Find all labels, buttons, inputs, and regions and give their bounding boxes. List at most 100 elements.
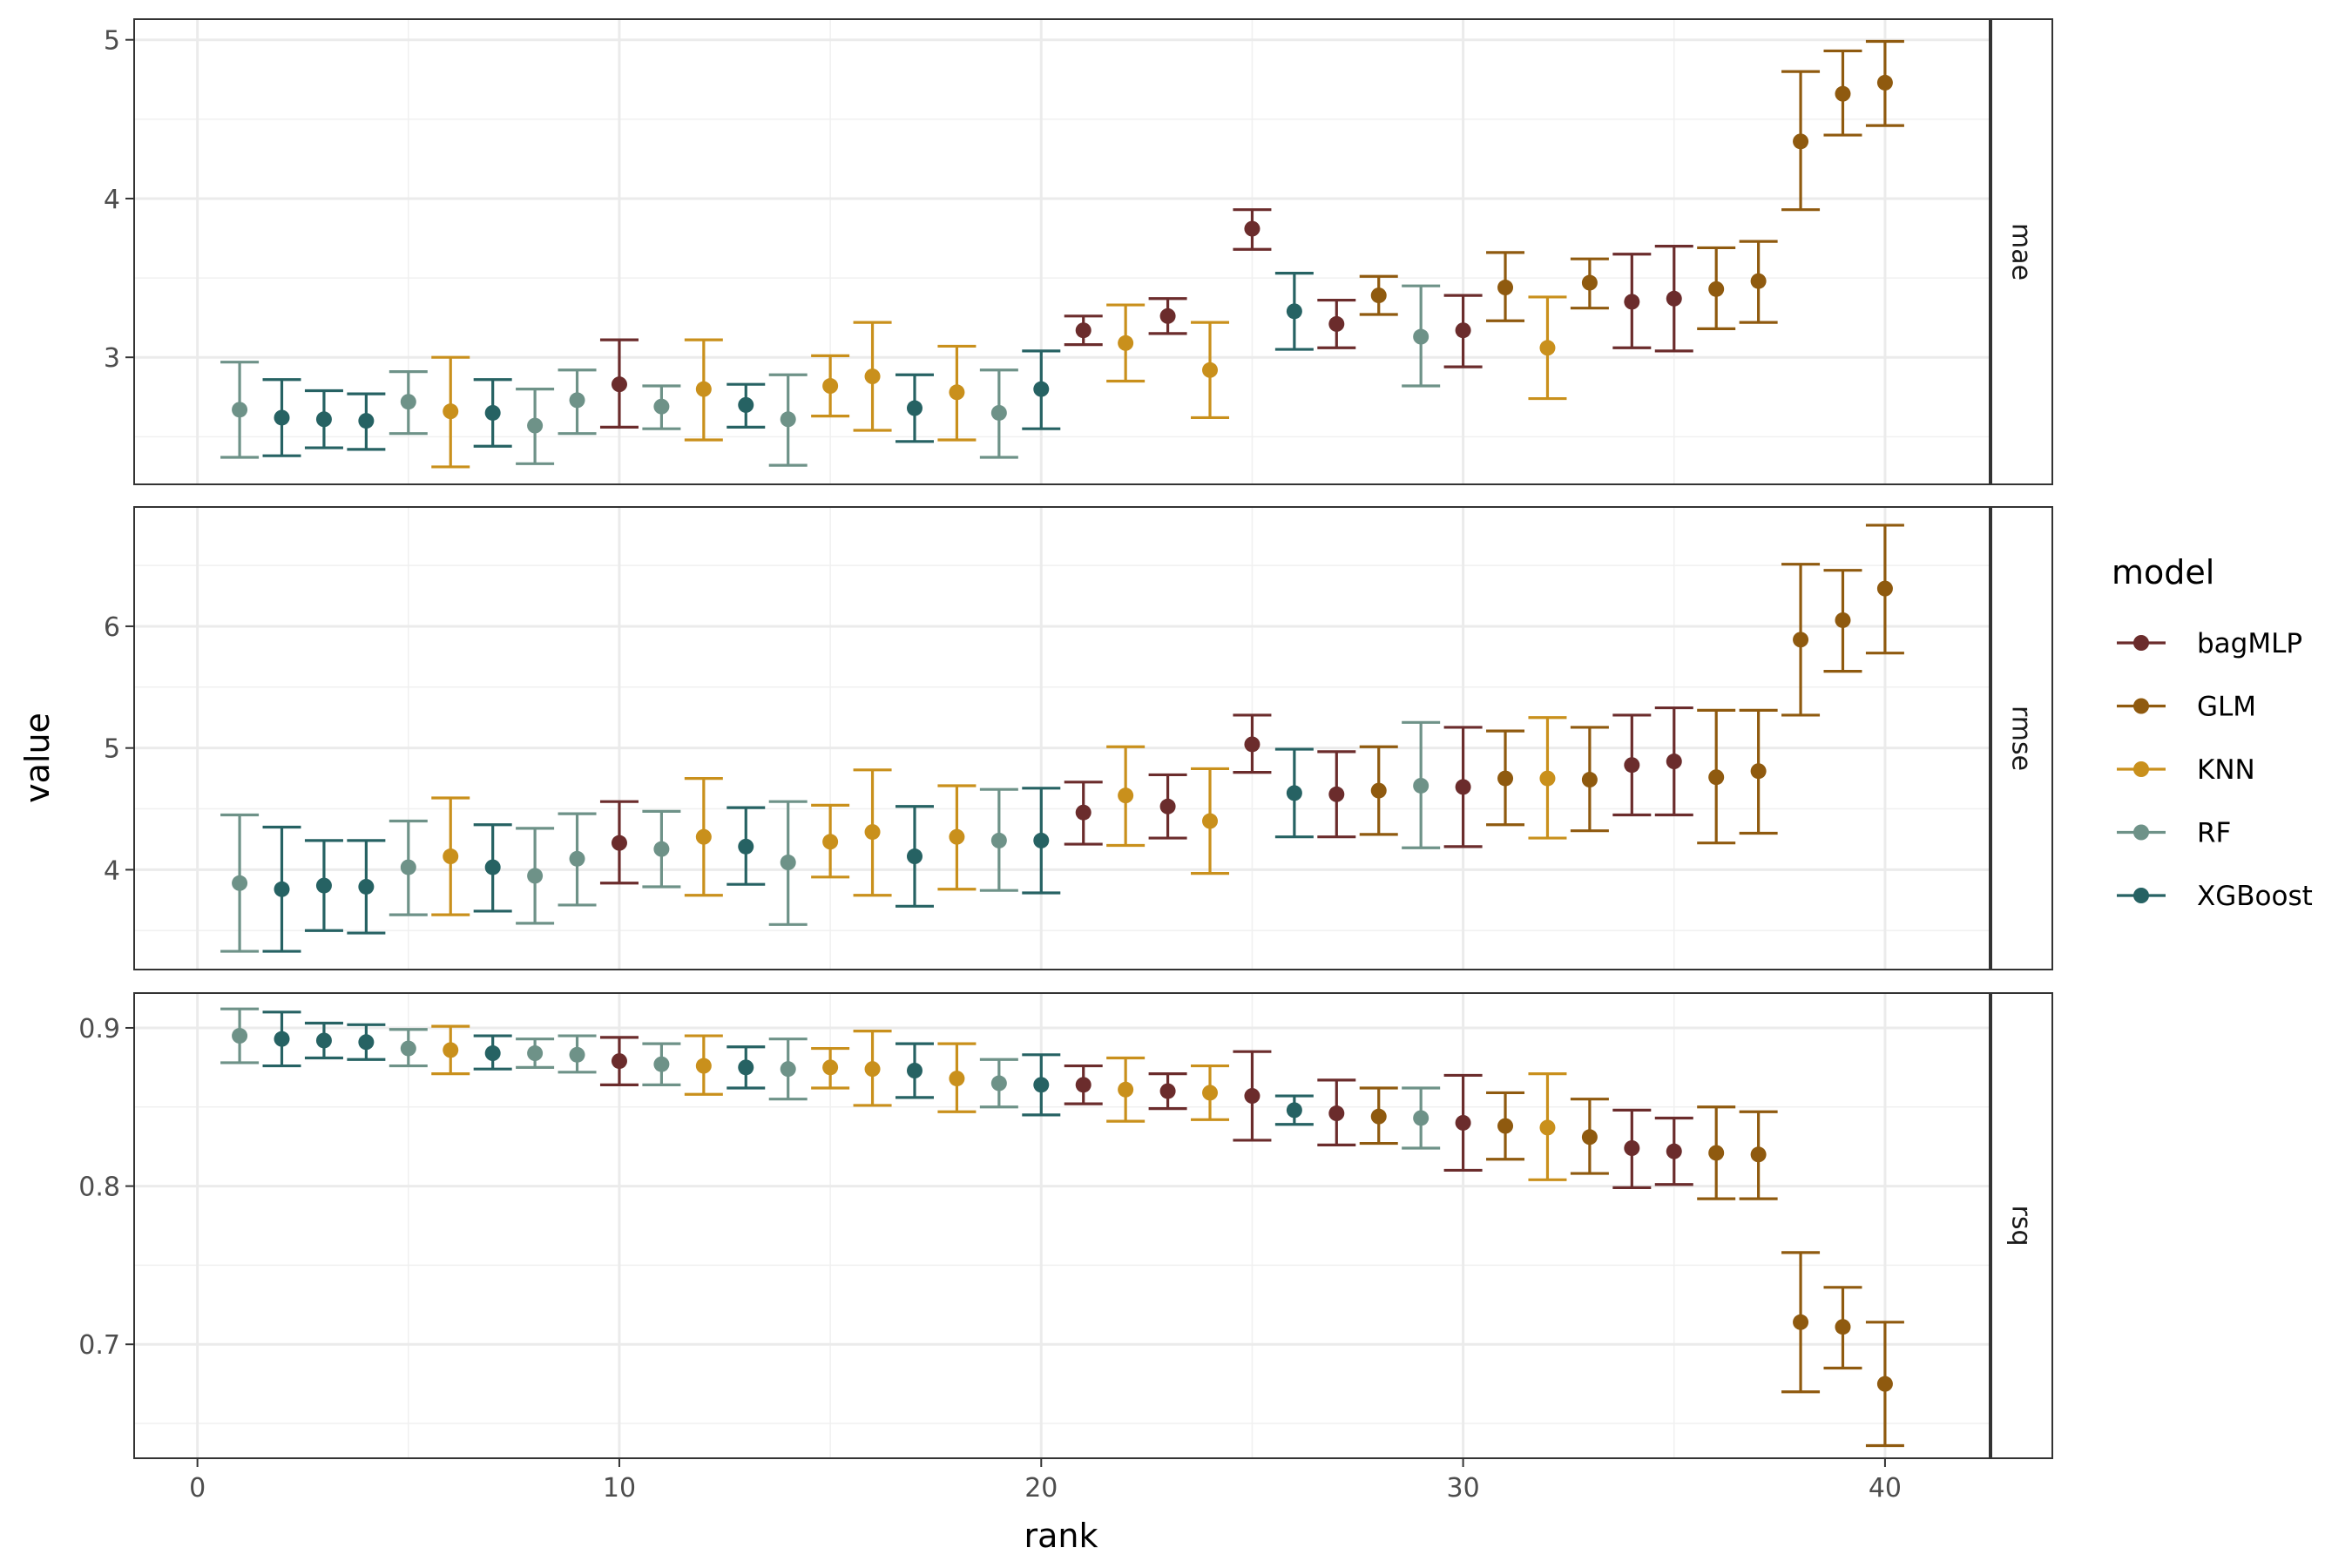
pointrange-rsq-rank-4 [347, 1023, 386, 1061]
legend-label: KNN [2197, 754, 2255, 786]
pointrange-mae-rank-24 [1191, 321, 1230, 420]
pointrange-rmse-rank-6 [431, 796, 470, 916]
mean-point [1075, 804, 1092, 821]
mean-point [1497, 1118, 1514, 1134]
pointrange-rsq-rank-29 [1402, 1086, 1441, 1150]
mean-point [695, 1058, 712, 1074]
pointrange-mae-rank-40 [1865, 39, 1904, 127]
facet-strip-label-rsq: rsq [2006, 1205, 2037, 1246]
mean-point [1624, 1140, 1640, 1156]
mean-point [232, 1028, 248, 1044]
mean-point [1497, 770, 1514, 787]
pointrange-rsq-rank-3 [304, 1021, 343, 1060]
pointrange-rmse-rank-34 [1612, 713, 1652, 817]
legend-item-GLM: GLM [2117, 692, 2256, 723]
pointrange-rsq-rank-16 [853, 1029, 892, 1107]
mean-point [1244, 736, 1260, 753]
pointrange-rsq-rank-21 [1064, 1064, 1103, 1105]
mean-point [1370, 287, 1387, 304]
mean-point [358, 413, 375, 429]
pointrange-rsq-rank-7 [473, 1034, 512, 1071]
pointrange-rsq-rank-17 [895, 1042, 934, 1099]
pointrange-mae-rank-35 [1654, 245, 1693, 353]
mean-point [695, 828, 712, 845]
pointrange-mae-rank-38 [1781, 70, 1821, 212]
mean-point [1455, 1114, 1471, 1131]
mean-point [400, 394, 416, 410]
mean-point [906, 1063, 923, 1078]
mean-point [1370, 1108, 1387, 1125]
pointrange-rmse-rank-39 [1823, 569, 1862, 673]
mean-point [990, 1075, 1007, 1092]
pointrange-rmse-rank-10 [599, 800, 639, 885]
facet-strip [1990, 992, 2053, 1459]
pointrange-rsq-rank-13 [727, 1045, 766, 1090]
mean-point [611, 1053, 627, 1070]
facet-panel-rsq: 0.7 0.8 0.9 rsq [78, 992, 2053, 1459]
mean-point [695, 381, 712, 397]
mean-point [990, 832, 1007, 848]
pointrange-mae-rank-28 [1359, 274, 1398, 316]
pointrange-rsq-rank-37 [1739, 1110, 1778, 1200]
pointrange-rmse-rank-11 [642, 809, 681, 889]
pointrange-mae-rank-26 [1274, 272, 1314, 351]
pointrange-rsq-rank-38 [1781, 1251, 1821, 1394]
mean-point [611, 376, 627, 393]
mean-point [1539, 340, 1556, 356]
mean-point [1159, 798, 1176, 814]
pointrange-rmse-rank-12 [684, 777, 723, 897]
pointrange-rmse-rank-14 [768, 800, 808, 926]
pointrange-rmse-rank-26 [1274, 747, 1314, 839]
mean-point [738, 396, 754, 413]
pointrange-rsq-rank-40 [1865, 1321, 1904, 1448]
mean-point [274, 409, 290, 426]
mean-point [1118, 1081, 1134, 1098]
pointrange-rsq-rank-9 [558, 1034, 597, 1074]
pointrange-rmse-rank-31 [1486, 729, 1525, 827]
pointrange-mae-rank-33 [1570, 257, 1609, 310]
pointrange-rmse-rank-21 [1064, 781, 1103, 846]
mean-point [1624, 757, 1640, 774]
pointrange-mae-rank-16 [853, 321, 892, 432]
pointrange-mae-rank-31 [1486, 251, 1525, 322]
mean-point [653, 398, 670, 415]
facet-panel-mae: 3 4 5 mae [104, 18, 2053, 485]
pointrange-rmse-rank-5 [389, 819, 428, 916]
mean-point [1624, 294, 1640, 310]
pointrange-rmse-rank-38 [1781, 563, 1821, 717]
mean-point [527, 417, 544, 434]
mean-point [527, 868, 544, 884]
mean-point [822, 378, 839, 395]
mean-point [1876, 74, 1893, 91]
y-tick-label: 3 [104, 343, 120, 374]
mean-point [484, 1045, 501, 1062]
facet-panel-rmse: 4 5 6 rmse [104, 506, 2053, 970]
y-tick-label: 4 [104, 855, 120, 886]
pointrange-rmse-rank-36 [1697, 708, 1736, 845]
pointrange-rmse-rank-23 [1148, 773, 1187, 840]
pointrange-mae-rank-37 [1739, 240, 1778, 324]
mean-point [358, 1034, 375, 1051]
pointrange-mae-rank-7 [473, 378, 512, 448]
mean-point [1202, 362, 1219, 378]
pointrange-rmse-rank-20 [1022, 787, 1061, 895]
y-tick-label: 4 [104, 185, 120, 215]
facet-strip-label-mae: mae [2006, 223, 2037, 280]
x-tick-label: 0 [189, 1473, 206, 1504]
mean-point [484, 859, 501, 875]
pointrange-rmse-rank-17 [895, 805, 934, 908]
mean-point [1033, 381, 1050, 397]
pointrange-rmse-rank-16 [853, 768, 892, 897]
mean-point [1202, 813, 1219, 829]
pointrange-mae-rank-25 [1233, 208, 1272, 251]
mean-point [1286, 1102, 1302, 1119]
mean-point [1413, 777, 1429, 794]
legend-label: GLM [2197, 692, 2256, 723]
mean-point [1075, 1077, 1092, 1093]
mean-point [400, 859, 416, 875]
pointrange-mae-rank-29 [1402, 284, 1441, 388]
mean-point [1581, 274, 1598, 291]
pointrange-rsq-rank-39 [1823, 1286, 1862, 1370]
x-tick-label: 20 [1024, 1473, 1058, 1504]
mean-point [949, 384, 965, 401]
